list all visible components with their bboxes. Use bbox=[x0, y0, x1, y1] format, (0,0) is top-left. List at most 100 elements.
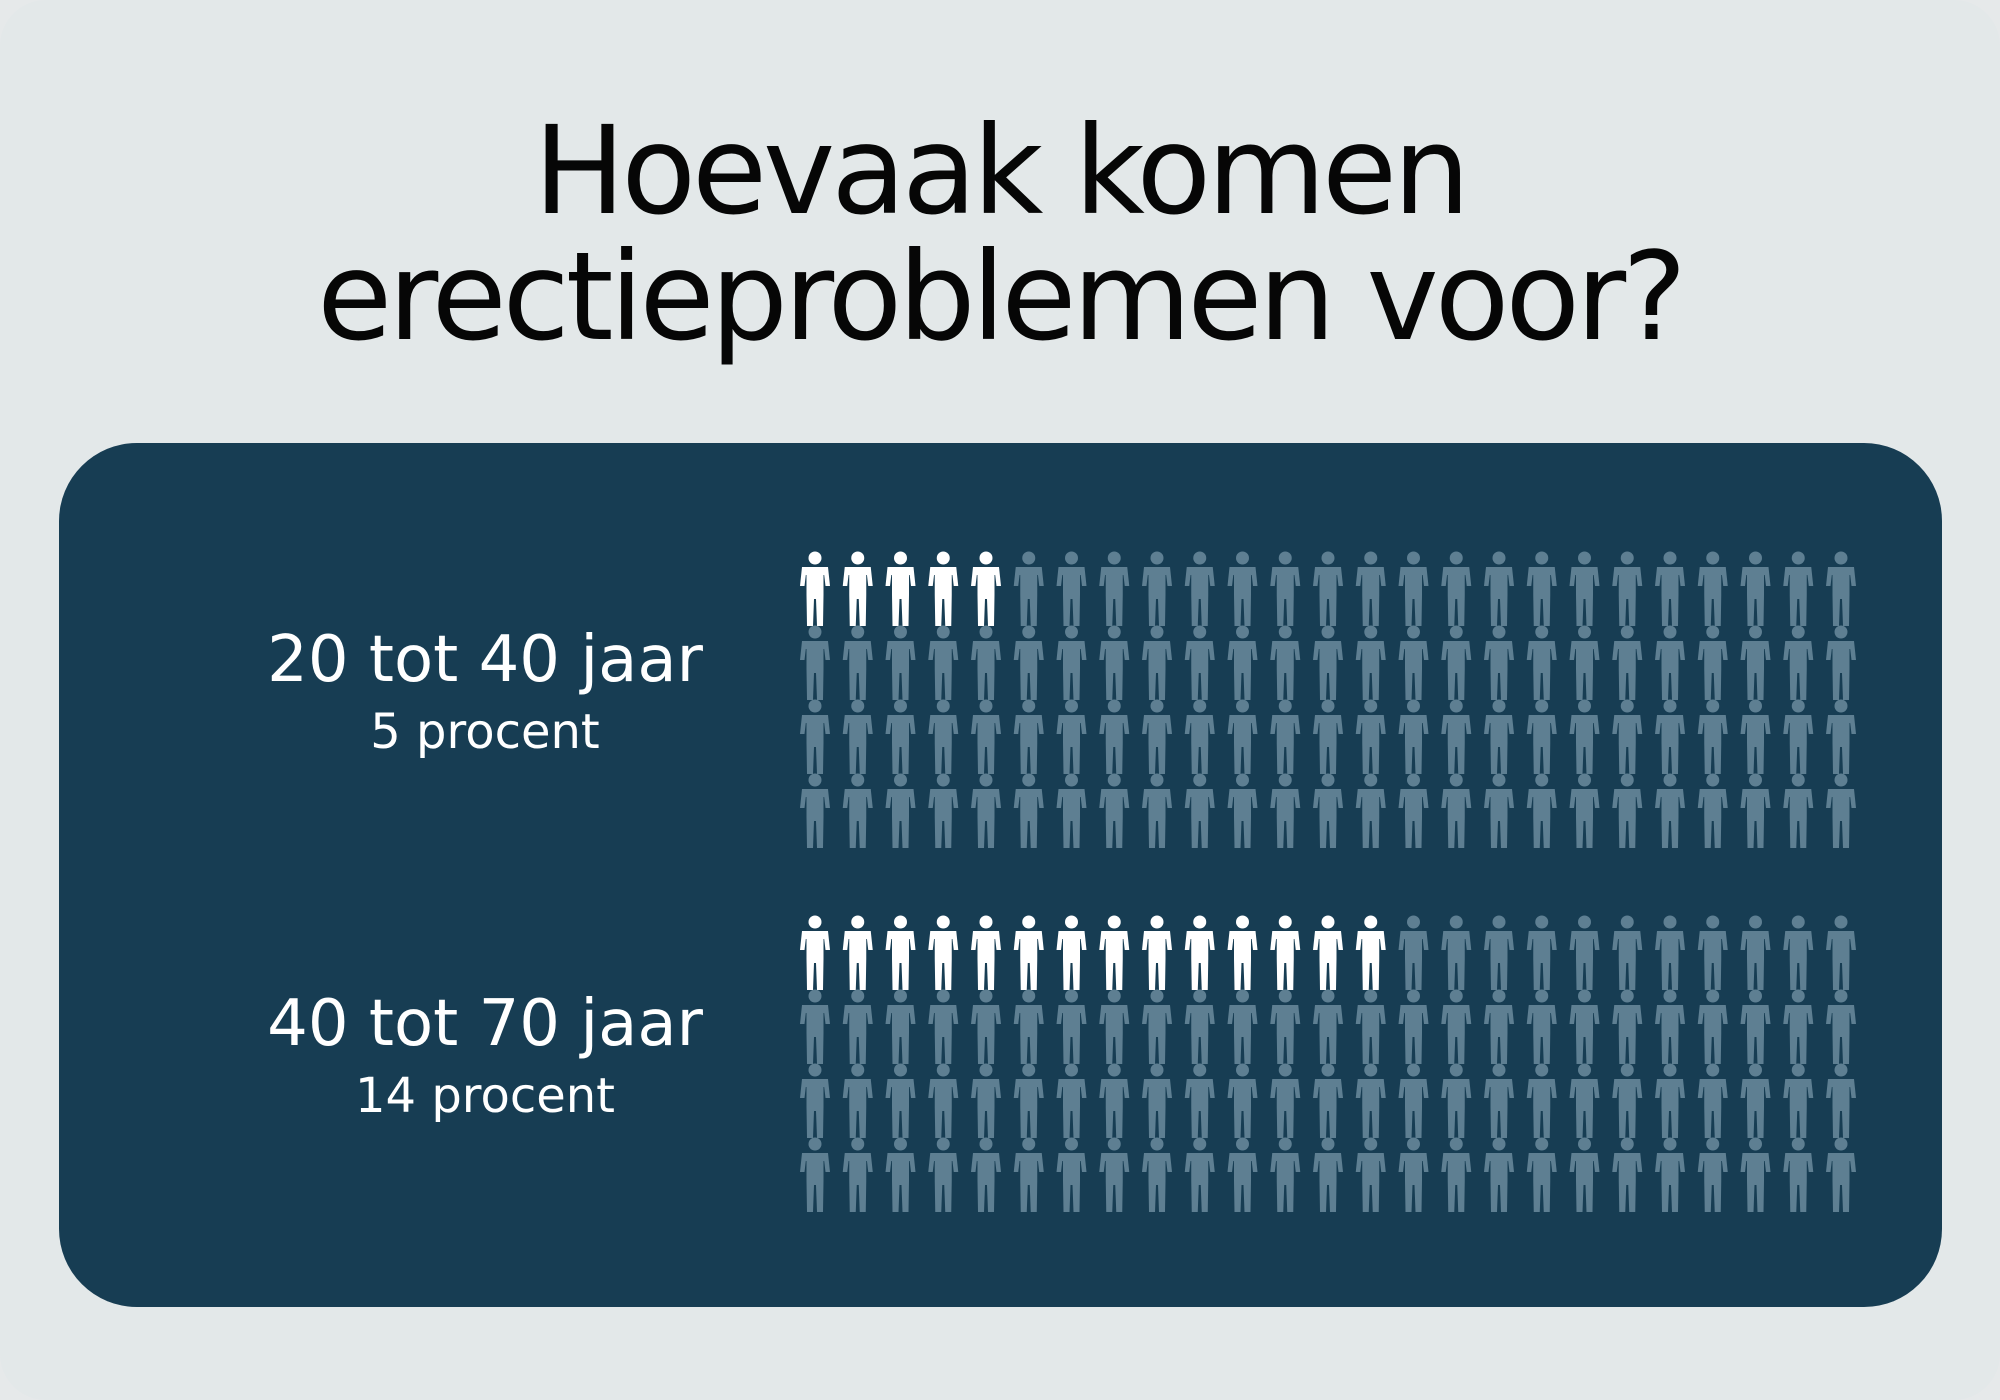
person-icon bbox=[1184, 699, 1215, 774]
person-icon bbox=[1783, 699, 1814, 774]
person-icon bbox=[1056, 699, 1087, 774]
person-icon bbox=[1142, 551, 1172, 626]
person-icon bbox=[1569, 989, 1600, 1064]
person-icon bbox=[800, 699, 830, 774]
person-icon bbox=[1526, 1137, 1557, 1212]
person-icon-highlighted bbox=[1313, 915, 1343, 990]
person-icon bbox=[1826, 989, 1856, 1064]
person-icon bbox=[1612, 1063, 1643, 1138]
person-icon bbox=[1526, 699, 1557, 774]
person-icon bbox=[1484, 773, 1514, 848]
person-icon bbox=[1099, 1137, 1130, 1212]
person-icon bbox=[842, 773, 873, 848]
person-icon bbox=[1526, 989, 1557, 1064]
person-icon bbox=[1398, 625, 1429, 700]
person-icon bbox=[928, 1137, 959, 1212]
person-icon bbox=[1398, 915, 1429, 990]
person-icon bbox=[1099, 989, 1130, 1064]
person-icon bbox=[1398, 699, 1429, 774]
person-icon bbox=[1526, 625, 1557, 700]
person-icon bbox=[1270, 551, 1301, 626]
person-icon bbox=[1142, 1063, 1172, 1138]
person-icon bbox=[1313, 1137, 1343, 1212]
group-label-1: 20 tot 40 jaar 5 procent bbox=[205, 620, 765, 764]
person-icon bbox=[1526, 915, 1557, 990]
person-icon bbox=[842, 989, 873, 1064]
person-icon bbox=[1013, 1137, 1044, 1212]
person-icon bbox=[885, 773, 916, 848]
person-icon bbox=[1484, 551, 1514, 626]
person-icon bbox=[1697, 1137, 1728, 1212]
person-icon bbox=[1526, 551, 1557, 626]
person-icon-highlighted bbox=[1056, 915, 1087, 990]
person-icon bbox=[1826, 1137, 1856, 1212]
person-icon bbox=[1484, 699, 1514, 774]
person-icon bbox=[1441, 625, 1472, 700]
person-icon bbox=[1227, 699, 1258, 774]
person-icon bbox=[1569, 915, 1600, 990]
person-icon bbox=[1655, 699, 1685, 774]
person-icon bbox=[1697, 915, 1728, 990]
person-icon bbox=[1142, 989, 1172, 1064]
person-icon bbox=[1313, 625, 1343, 700]
person-icon bbox=[1740, 699, 1771, 774]
person-icon bbox=[1441, 1137, 1472, 1212]
person-icon bbox=[1227, 625, 1258, 700]
person-icon bbox=[1783, 989, 1814, 1064]
person-icon bbox=[1355, 989, 1386, 1064]
person-icon bbox=[1398, 989, 1429, 1064]
person-icon bbox=[1270, 1063, 1301, 1138]
person-icon bbox=[1227, 1137, 1258, 1212]
person-icon bbox=[1056, 1137, 1087, 1212]
person-icon bbox=[1441, 773, 1472, 848]
person-icon bbox=[1441, 915, 1472, 990]
person-icon bbox=[1184, 773, 1215, 848]
person-icon bbox=[1270, 773, 1301, 848]
person-icon bbox=[1826, 773, 1856, 848]
icon-group-2 bbox=[800, 915, 1856, 1212]
person-icon bbox=[1355, 1063, 1386, 1138]
person-icon bbox=[1612, 915, 1643, 990]
person-icon bbox=[1398, 1137, 1429, 1212]
person-icon-highlighted bbox=[1184, 915, 1215, 990]
person-icon bbox=[1612, 625, 1643, 700]
person-icon bbox=[1526, 773, 1557, 848]
person-icon-highlighted bbox=[1355, 915, 1386, 990]
person-icon bbox=[1355, 699, 1386, 774]
person-icon bbox=[800, 989, 830, 1064]
person-icon bbox=[1398, 1063, 1429, 1138]
person-icon bbox=[1313, 989, 1343, 1064]
person-icon bbox=[1099, 1063, 1130, 1138]
person-icon bbox=[1184, 1063, 1215, 1138]
person-icon bbox=[1056, 551, 1087, 626]
person-icon bbox=[1227, 1063, 1258, 1138]
person-icon bbox=[1142, 1137, 1172, 1212]
group-percent-label: 5 procent bbox=[370, 704, 600, 760]
person-icon bbox=[800, 1137, 830, 1212]
person-icon bbox=[1184, 989, 1215, 1064]
person-icon bbox=[842, 1137, 873, 1212]
person-icon bbox=[1441, 1063, 1472, 1138]
person-icon bbox=[1398, 551, 1429, 626]
person-icon bbox=[1612, 551, 1643, 626]
person-icon bbox=[885, 1137, 916, 1212]
person-icon bbox=[928, 699, 959, 774]
person-icon bbox=[1270, 989, 1301, 1064]
person-icon bbox=[1697, 989, 1728, 1064]
person-icon bbox=[1655, 625, 1685, 700]
person-icon bbox=[1441, 551, 1472, 626]
person-icon bbox=[1655, 1063, 1685, 1138]
person-icon bbox=[1740, 1063, 1771, 1138]
person-icon bbox=[1826, 915, 1856, 990]
person-icon bbox=[1355, 625, 1386, 700]
person-icon-highlighted bbox=[885, 551, 916, 626]
group-age-label: 20 tot 40 jaar bbox=[267, 623, 703, 697]
person-icon bbox=[842, 625, 873, 700]
person-icon bbox=[1227, 773, 1258, 848]
person-icon bbox=[842, 1063, 873, 1138]
person-icon bbox=[1655, 915, 1685, 990]
group-age-label: 40 tot 70 jaar bbox=[267, 987, 703, 1061]
group-percent-label: 14 procent bbox=[354, 1068, 615, 1124]
person-icon bbox=[971, 1137, 1001, 1212]
person-icon bbox=[1826, 699, 1856, 774]
